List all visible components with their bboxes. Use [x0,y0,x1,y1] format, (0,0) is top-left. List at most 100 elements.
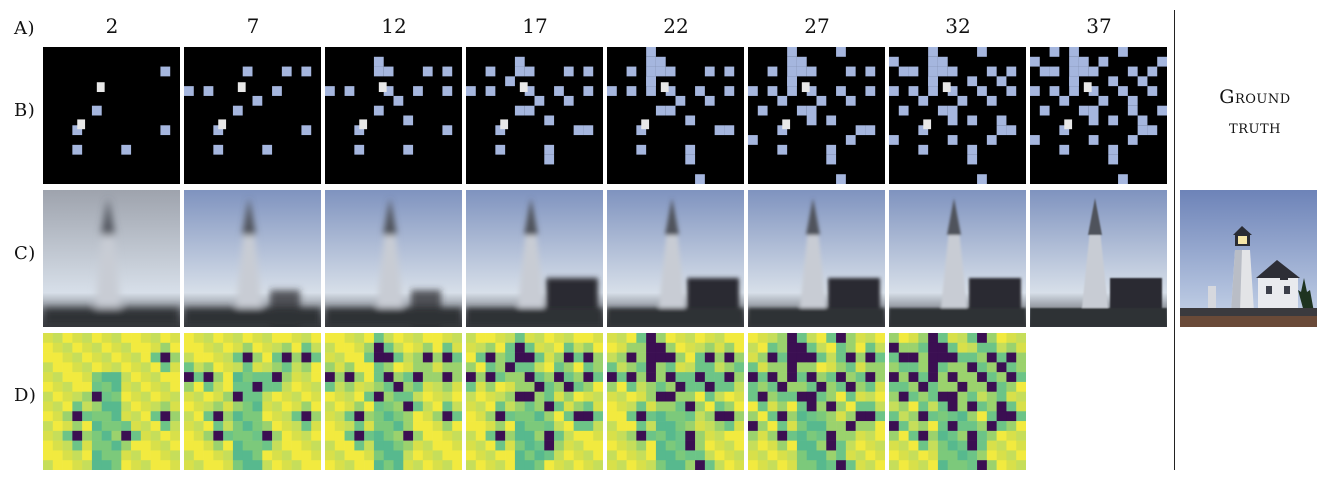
uncertainty-cell [563,421,574,432]
uncertainty-cell [170,450,180,461]
mask-patch [767,86,778,96]
mask-patch [704,95,715,106]
uncertainty-cell [836,342,847,353]
mask-seed-patch [237,82,246,93]
uncertainty-cell [311,430,321,441]
uncertainty-cell [232,430,244,441]
uncertainty-cell [485,430,496,441]
uncertainty-cell [947,401,958,412]
uncertainty-cell [1016,342,1026,353]
uncertainty-cell [889,381,900,393]
uncertainty-cell [281,342,292,353]
uncertainty-cell [626,333,637,344]
uncertainty-cell [918,450,929,461]
uncertainty-cell [626,381,637,393]
uncertainty-cell [826,391,837,402]
uncertainty-cell [373,460,385,470]
uncertainty-cell [665,421,676,432]
uncertainty-cell [967,460,978,470]
mask-patch [1118,47,1128,57]
uncertainty-cell [675,401,686,412]
uncertainty-cell [607,342,618,353]
uncertainty-cell [593,362,603,373]
uncertainty-cell [475,460,486,470]
uncertainty-cell [616,411,627,422]
uncertainty-cell [383,430,394,441]
uncertainty-cell [695,372,706,383]
mask-svg [1030,47,1167,184]
reconstruction-ground [889,308,1026,327]
mask-patch [685,144,696,155]
uncertainty-cell [607,421,618,432]
uncertainty-cell [845,430,856,441]
uncertainty-cell [865,372,876,383]
uncertainty-cell [836,450,847,461]
uncertainty-cell [272,372,283,383]
uncertainty-cell [573,352,584,363]
uncertainty-cell [193,460,204,470]
uncertainty-cell [242,381,253,393]
uncertainty-cell [957,362,968,373]
uncertainty-cell [655,362,667,373]
uncertainty-cell [748,460,759,470]
uncertainty-cell [534,421,545,432]
uncertainty-cell [636,352,647,363]
uncertainty-cell [787,352,798,363]
uncertainty-cell [213,450,224,461]
uncertainty-cell [344,391,355,402]
uncertainty-cell [573,333,584,344]
uncertainty-cell [806,342,817,353]
uncertainty-cell [422,372,433,383]
mask-patch [704,66,715,77]
uncertainty-cell [908,430,919,441]
uncertainty-cell [514,333,526,344]
uncertainty-cell [889,401,900,412]
uncertainty-cell [534,460,545,470]
uncertainty-cell [593,401,603,412]
uncertainty-cell [43,352,54,363]
uncertainty-cell [889,421,900,432]
uncertainty-cell [325,381,336,393]
uncertainty-cell [826,352,837,363]
uncertainty-cell [150,450,161,461]
uncertainty-cell [554,450,565,461]
uncertainty-cell [262,362,273,373]
uncertainty-cell [52,391,63,402]
uncertainty-cell [101,342,112,353]
uncertainty-cell [826,440,837,451]
uncertainty-cell [373,352,385,363]
uncertainty-cell [213,342,224,353]
uncertainty-cell [413,352,424,363]
uncertainty-cell [344,460,355,470]
uncertainty-cell [475,333,486,344]
uncertainty-cell [101,430,112,441]
uncertainty-cell [908,362,919,373]
uncertainty-cell [121,401,132,412]
mask-patch [1108,154,1119,165]
uncertainty-cell [344,333,355,344]
uncertainty-cell [563,352,574,363]
uncertainty-cell [334,421,345,432]
reconstruction-svg [889,190,1026,327]
uncertainty-cell [466,372,477,383]
uncertainty-cell [646,430,657,441]
uncertainty-cell [203,352,214,363]
uncertainty-cell [875,421,885,432]
uncertainty-cell [554,430,565,441]
uncertainty-cell [203,411,214,422]
uncertainty-cell [889,333,900,344]
uncertainty-cell [816,342,827,353]
mask-patch [806,66,817,77]
uncertainty-cell [685,460,696,470]
uncertainty-cell [777,460,788,470]
uncertainty-cell [325,401,336,412]
uncertainty-cell [281,421,292,432]
uncertainty-cell [232,391,244,402]
uncertainty-cell [82,411,93,422]
uncertainty-cell [787,430,798,441]
uncertainty-cell [593,342,603,353]
uncertainty-cell [937,352,949,363]
uncertainty-cell [111,391,122,402]
uncertainty-cell [466,421,477,432]
uncertainty-cell [262,352,273,363]
